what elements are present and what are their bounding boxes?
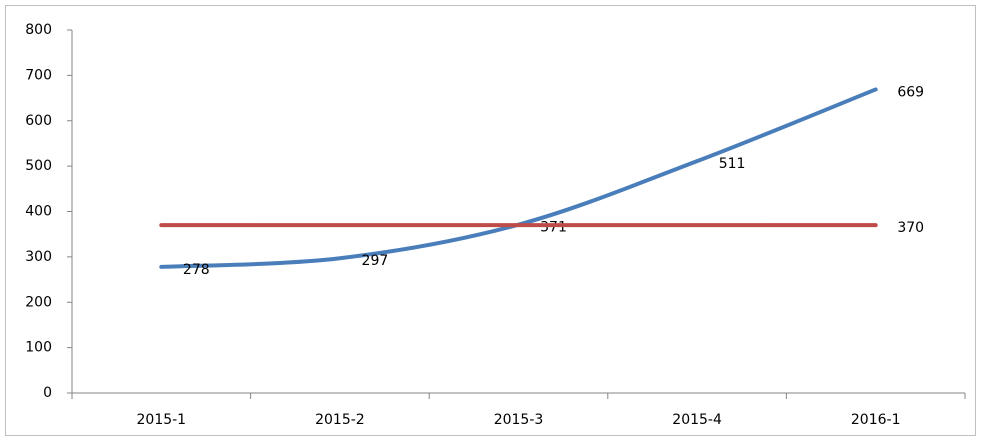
y-tick-label: 0 — [43, 385, 52, 401]
data-label: 669 — [897, 84, 924, 100]
y-tick-label: 800 — [25, 22, 52, 38]
data-label: 278 — [183, 262, 210, 278]
data-label: 511 — [719, 156, 746, 172]
data-label: 371 — [540, 220, 567, 236]
y-tick-label: 600 — [25, 113, 52, 129]
y-tick-label: 200 — [25, 294, 52, 310]
x-tick-label: 2016-1 — [851, 412, 901, 428]
y-tick-label: 300 — [25, 249, 52, 265]
x-tick-label: 2015-1 — [137, 412, 187, 428]
x-tick-label: 2015-2 — [315, 412, 365, 428]
y-tick-label: 400 — [25, 204, 52, 220]
data-label: 370 — [897, 220, 924, 236]
x-tick-label: 2015-4 — [672, 412, 722, 428]
chart-frame — [5, 5, 976, 436]
y-tick-label: 500 — [25, 158, 52, 174]
y-tick-label: 100 — [25, 340, 52, 356]
data-label: 297 — [362, 253, 389, 269]
y-tick-label: 700 — [25, 67, 52, 83]
x-tick-label: 2015-3 — [494, 412, 544, 428]
